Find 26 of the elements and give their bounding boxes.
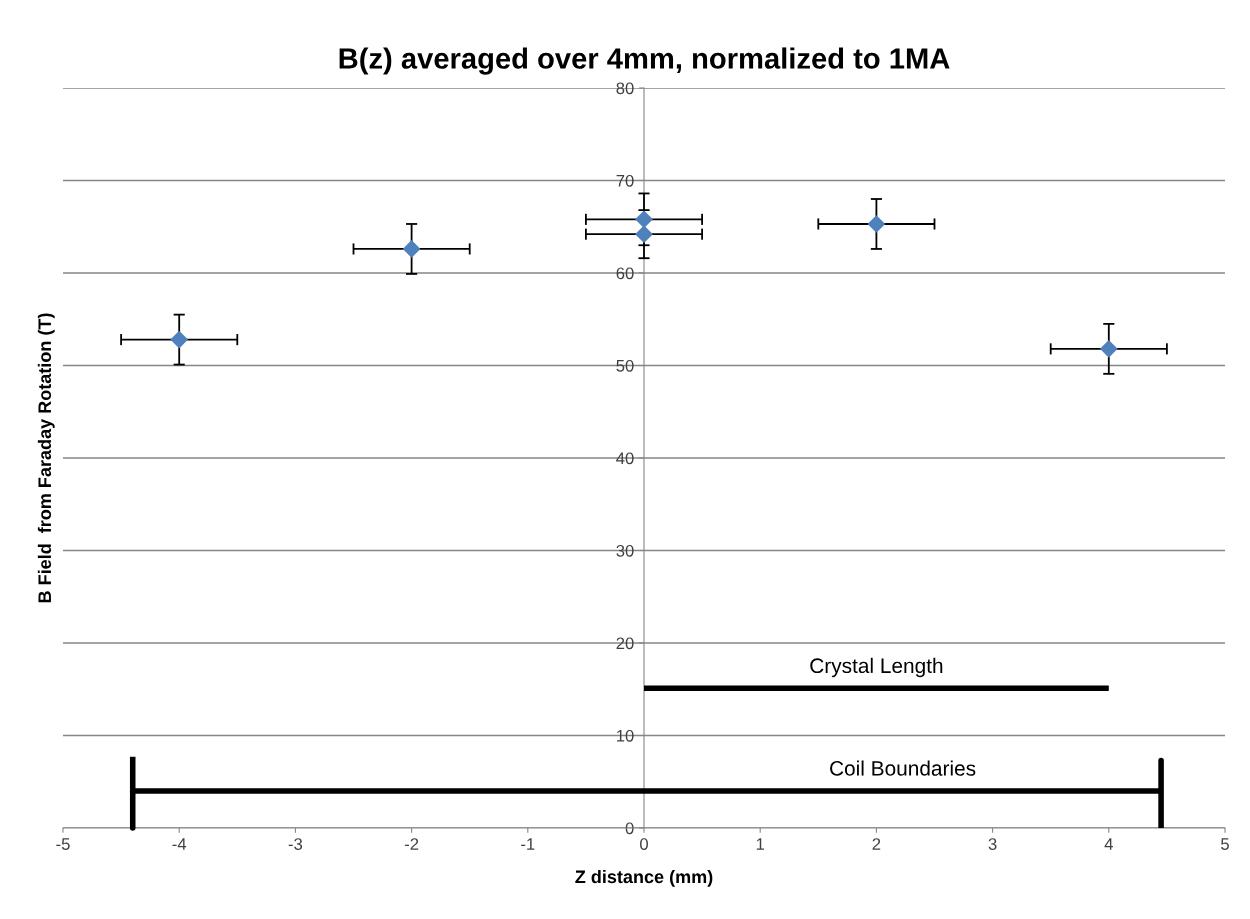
x-tick-label: 2 — [872, 838, 881, 850]
y-tick-label: 20 — [616, 637, 634, 650]
y-tick-label: 80 — [616, 82, 634, 95]
x-tick-label: 5 — [1221, 838, 1229, 850]
x-tick-label: 1 — [756, 838, 765, 850]
x-tick-label: -2 — [404, 838, 419, 850]
x-tick-label: 0 — [640, 838, 648, 850]
x-tick-label: -1 — [521, 838, 535, 850]
point — [1100, 340, 1118, 358]
y-tick-label: 40 — [616, 452, 634, 465]
x-tick-label: -5 — [56, 838, 70, 850]
x-tick-label: 4 — [1104, 838, 1113, 850]
x-axis-title: Z distance (mm) — [575, 869, 713, 887]
y-axis-title: B Field from Faraday Rotation (T) — [37, 313, 55, 603]
point — [170, 331, 188, 349]
x-tick-label: -3 — [288, 838, 303, 850]
x-tick-label: -4 — [172, 838, 187, 850]
point — [403, 240, 421, 258]
y-tick-label: 60 — [616, 267, 634, 280]
point — [867, 215, 885, 233]
point — [635, 210, 653, 228]
series-label: Crystal Length — [810, 657, 943, 678]
point — [635, 225, 653, 243]
x-tick-label: 3 — [988, 838, 997, 850]
chart-title: B(z) averaged over 4mm, normalized to 1MA — [339, 47, 950, 75]
series-label: Coil Boundaries — [830, 760, 976, 776]
